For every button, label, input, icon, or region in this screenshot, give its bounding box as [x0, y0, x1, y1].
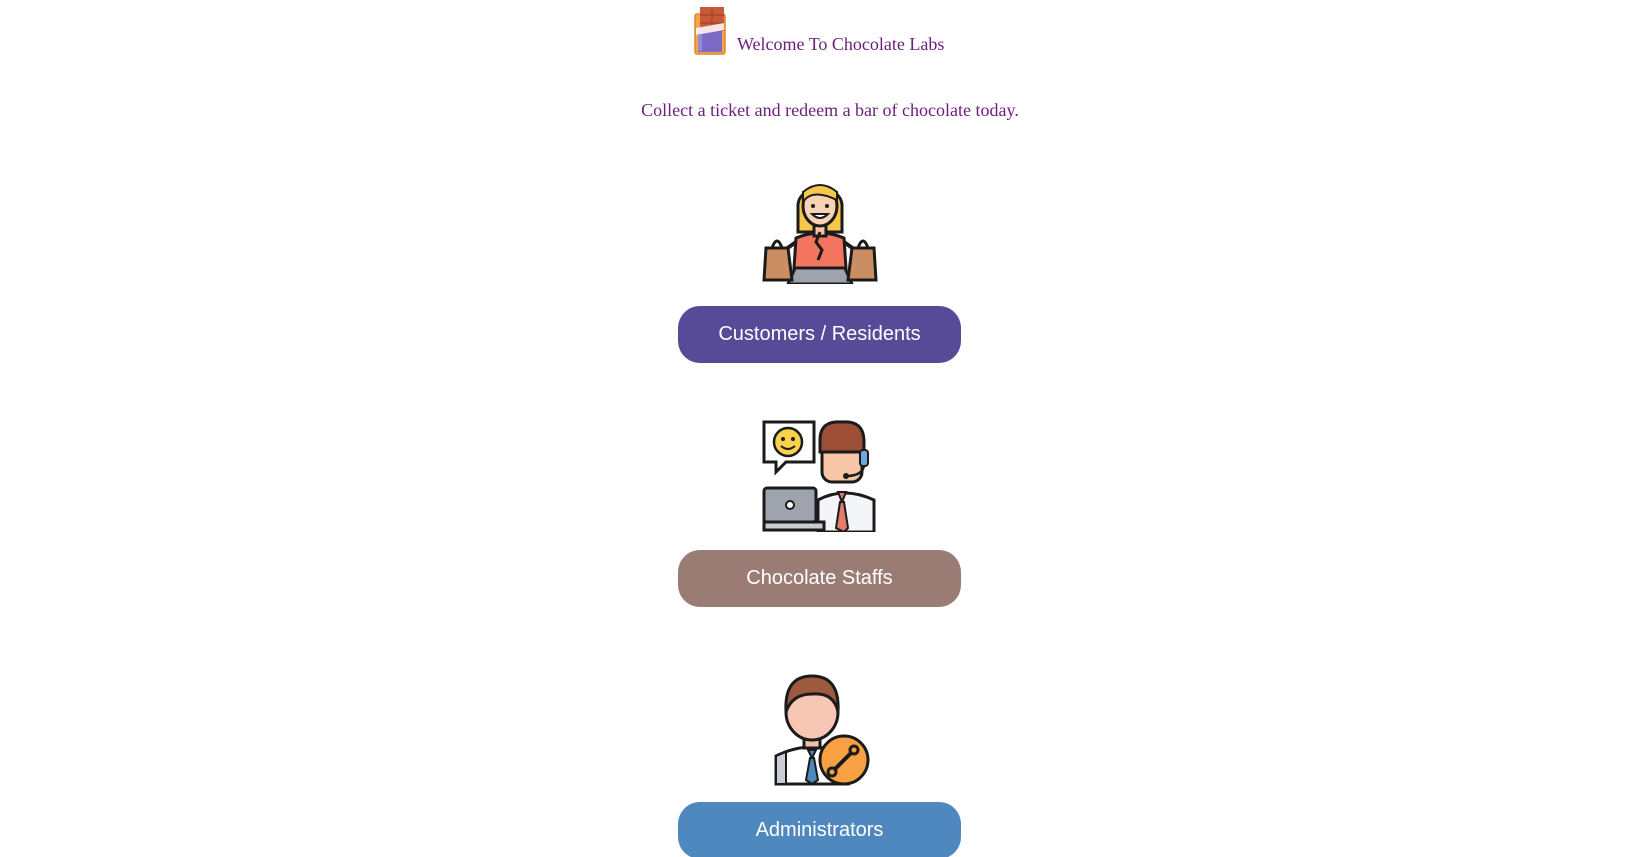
admin-wrench-icon — [774, 674, 869, 786]
customers-residents-button[interactable]: Customers / Residents — [678, 306, 961, 363]
shopper-woman-icon — [761, 184, 878, 284]
chocolate-staffs-button[interactable]: Chocolate Staffs — [678, 550, 961, 607]
page-title: Welcome To Chocolate Labs — [737, 34, 945, 54]
role-admin: Administrators — [678, 672, 961, 857]
support-agent-icon — [762, 420, 875, 532]
role-staff: Chocolate Staffs — [678, 420, 961, 607]
chocolate-bar-icon — [694, 7, 726, 55]
administrators-button[interactable]: Administrators — [678, 802, 961, 857]
tagline: Collect a ticket and redeem a bar of cho… — [641, 100, 1019, 120]
role-customers: Customers / Residents — [678, 168, 961, 363]
header: Welcome To Chocolate Labs — [693, 6, 944, 56]
